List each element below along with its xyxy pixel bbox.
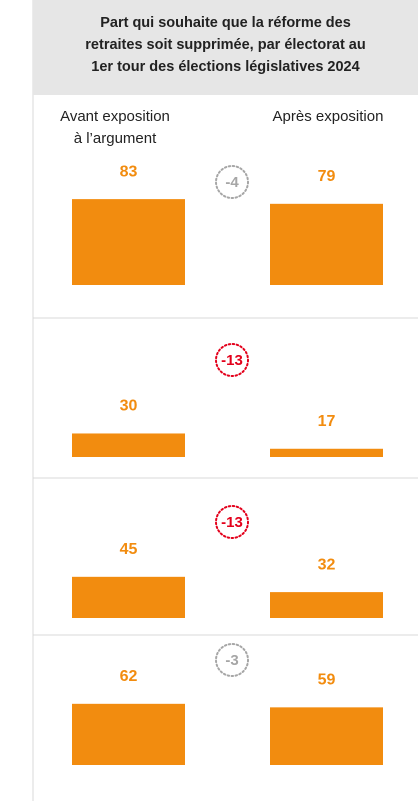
- bar: [72, 703, 185, 765]
- bar: [270, 448, 383, 457]
- value-label: 30: [120, 398, 138, 415]
- difference-circle: [215, 343, 249, 377]
- value-label: 17: [318, 413, 336, 430]
- bar: [270, 592, 383, 618]
- difference-circle: [215, 165, 249, 199]
- difference-circle: [215, 505, 249, 539]
- value-label: 32: [318, 556, 336, 573]
- bar: [72, 199, 185, 285]
- chart-title: Part qui souhaite que la réforme des ret…: [33, 0, 418, 95]
- bar: [72, 433, 185, 457]
- difference-circle: [215, 643, 249, 677]
- bar: [270, 707, 383, 765]
- bar: [72, 576, 185, 618]
- value-label: 62: [120, 668, 138, 685]
- difference-label: -4: [225, 174, 239, 191]
- value-label: 83: [120, 163, 138, 180]
- difference-label: -13: [221, 514, 243, 531]
- difference-label: -13: [221, 352, 243, 369]
- value-label: 79: [318, 168, 336, 185]
- value-label: 59: [318, 672, 336, 689]
- value-label: 45: [120, 541, 138, 558]
- bar: [270, 203, 383, 285]
- difference-label: -3: [225, 652, 238, 669]
- series-header: Après exposition: [272, 108, 384, 125]
- series-header: Avant exposition à l’argument: [60, 108, 170, 147]
